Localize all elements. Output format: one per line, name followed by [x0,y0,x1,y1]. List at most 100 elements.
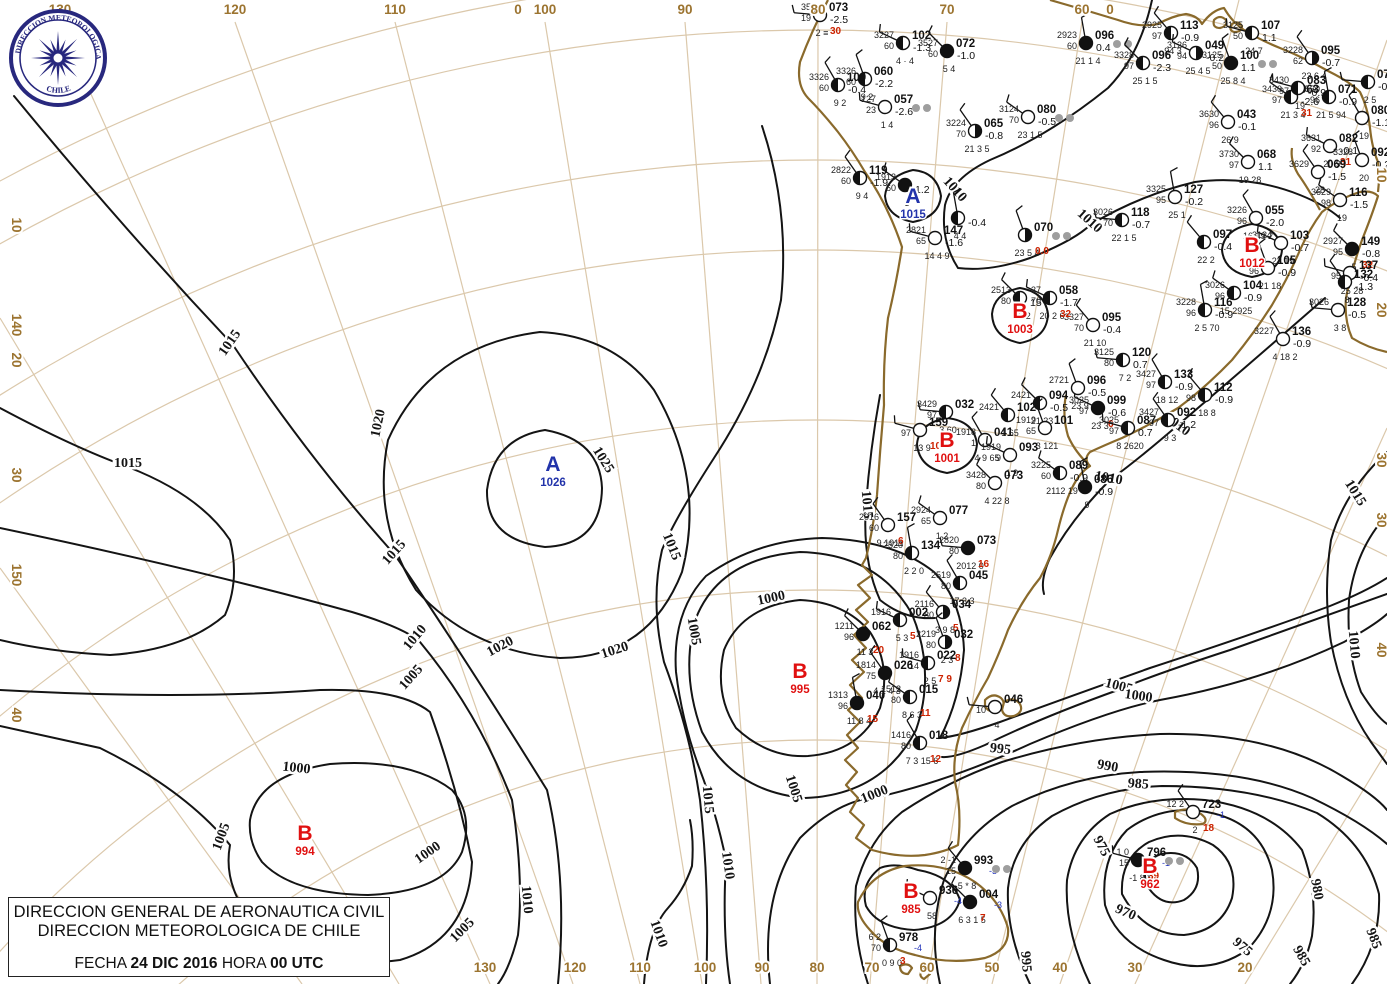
coastline-layer [797,0,1387,981]
station-pressure-value: 032 [954,629,973,641]
station-temp: 3327 [1064,312,1084,322]
station-pressure-value: 116 [1214,297,1233,309]
station-pressure-value: 073 [1004,470,1023,482]
pressure-center-value: 1015 [900,209,926,221]
satellite-dot [992,865,1000,873]
wind-barb-tick [951,876,956,884]
wind-barb-tick [928,25,933,33]
cloud-cover-half [1158,375,1165,389]
station-dewpoint: 97 [927,410,937,420]
sun-ray [38,60,56,78]
wind-barb-tick [1200,280,1208,285]
cloud-cover-half [951,211,958,225]
station-aux-values: 9 2 [834,98,847,108]
sun-ray [62,50,77,58]
isobar-label: 970 [1113,902,1138,924]
longitude-meridian [684,21,762,984]
station-circle [962,894,978,910]
station-pressure-value: 018 [929,730,949,742]
satellite-dot [1063,232,1071,240]
isobar-path [0,688,474,964]
station-dewpoint: 23 [866,105,876,115]
cloud-cover-half [913,736,920,750]
station-dewpoint: 97 [1124,61,1134,71]
wind-barb-tick [1006,94,1010,103]
isobar-path [883,168,943,224]
sun-ray [62,58,77,66]
wind-barb-tick [869,644,876,653]
station-plot: 080-1.119 [1348,89,1387,141]
station-circle [1002,447,1018,463]
station-tendency: -0.2 [1185,196,1203,208]
latitude-label: 30 [9,467,24,482]
station-pressure-value: 040 [866,690,885,702]
station-aux-values: 21 1 4 [1075,56,1100,66]
longitude-meridian [926,21,1083,984]
isobar-label: 1015 [114,456,142,471]
wind-barb-tick [1186,214,1193,223]
pressure-center-value: 1012 [1239,258,1265,270]
isobar-label: 1015 [699,785,716,814]
station-circle [1275,331,1291,347]
pressure-center-letter: B [297,822,312,845]
longitude-label: 120 [224,2,247,17]
wind-barb-tick [935,612,943,619]
station-red-value: 11 [920,708,931,719]
agency-title: DIRECCION GENERAL DE AERONAUTICA CIVIL [13,903,385,921]
station-circle [957,860,973,876]
station-temp: 2116 [915,599,934,609]
station-dewpoint: 96 [1249,266,1259,276]
station-aux-values: 21 3 5 [964,144,989,154]
station-temp: 3228 [1176,297,1196,307]
isobar-path [485,428,604,549]
station-pressure-value: 093 [1019,442,1038,454]
station-temp: 35 [801,2,811,12]
wind-barb-tick [925,584,932,593]
station-aux-values: 21 3 4 [1280,110,1305,120]
station-pressure-value: 127 [1184,184,1203,196]
longitude-label: 90 [677,2,692,17]
station-pressure-value: 022 [937,650,956,662]
wind-barb-tick [959,102,966,111]
station-aux-values: 25 4 5 [1185,66,1210,76]
station-temp: 2924 [911,505,931,515]
station-aux-values: 9 3 [1164,433,1177,443]
station-temp: 3026 [1093,207,1113,217]
station-dewpoint: 65 [916,236,926,246]
isobar-path [990,286,1050,345]
station-dewpoint: 70 [1103,218,1113,228]
station-dewpoint: 80 [949,546,959,556]
cloud-cover-half [905,546,912,560]
pressure-center-value: 962 [1140,879,1159,891]
station-pressure-value: 034 [952,599,972,611]
station-red-value: 32 [1362,260,1374,271]
pressure-center-value: 1003 [1007,324,1033,336]
station-red-value: 5 [953,623,959,634]
cloud-cover-half [943,605,950,619]
station-circle [1020,109,1036,125]
station-aux-values: 9 4 [856,191,869,201]
longitude-meridian [991,0,1240,984]
station-temp: 3430 [1262,84,1282,94]
station-dewpoint: 80 [901,741,911,751]
isobar-path [1103,809,1275,968]
station-aux-values: 4 [994,720,999,730]
station-aux-values: 7 3 15 6 [906,756,939,766]
longitude-label: 80 [810,2,825,17]
station-temp: 3328 [1114,50,1134,60]
satellite-dot [912,104,920,112]
station-aux-values: 2 5 [924,676,937,686]
station-dewpoint: 92 [1311,144,1321,154]
station-tendency: 1.1 [1241,62,1256,74]
station-dewpoint: 96 [1186,308,1196,318]
cloud-cover-half [853,171,860,185]
wind-barb-tick [1093,209,1097,218]
